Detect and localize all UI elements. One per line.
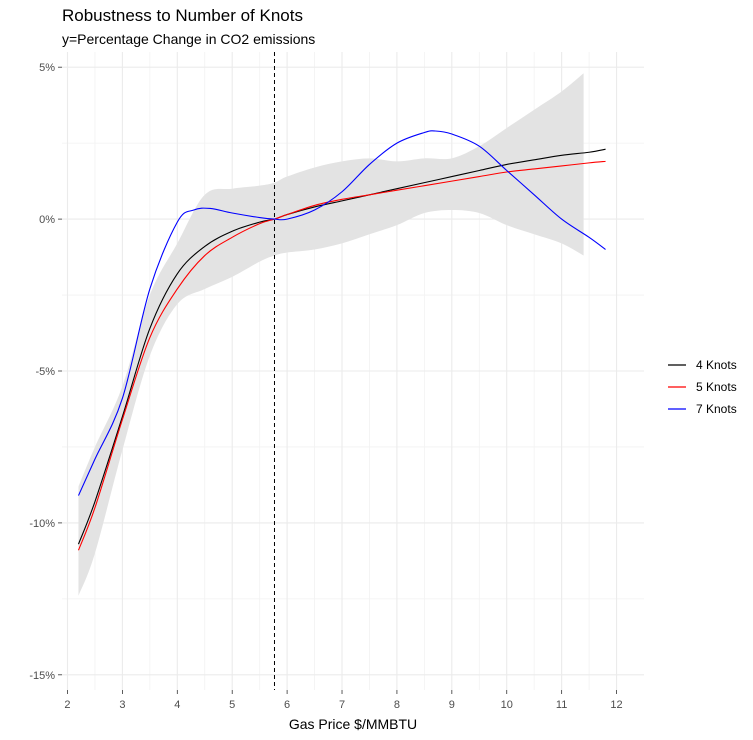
y-tick-label: -10% (29, 518, 55, 530)
y-axis-ticks: -15% -10% -5% 0% 5% (29, 62, 62, 682)
series-layer (77, 130, 606, 551)
chart-subtitle: y=Percentage Change in CO2 emissions (62, 31, 316, 47)
legend-label: 7 Knots (696, 402, 737, 416)
x-tick-label: 11 (556, 699, 567, 711)
x-tick-label: 4 (174, 699, 180, 711)
y-tick-label: 5% (39, 62, 55, 74)
series-line-5-knots (77, 160, 606, 551)
x-tick-label: 6 (284, 699, 290, 711)
x-tick-label: 2 (64, 699, 70, 711)
x-tick-label: 7 (339, 699, 345, 711)
legend-label: 4 Knots (696, 358, 737, 372)
chart-title: Robustness to Number of Knots (62, 6, 303, 25)
legend-label: 5 Knots (696, 380, 737, 394)
y-tick-label: 0% (39, 214, 55, 226)
x-tick-label: 9 (449, 699, 455, 711)
x-tick-label: 12 (610, 699, 622, 711)
x-axis-ticks: 2 3 4 5 6 7 8 9 10 11 12 (64, 690, 623, 711)
series-line-7-knots (77, 130, 606, 496)
x-tick-label: 8 (394, 699, 400, 711)
legend: 4 Knots 5 Knots 7 Knots (668, 358, 737, 416)
confidence-band (78, 73, 584, 596)
x-tick-label: 3 (119, 699, 125, 711)
x-axis-title: Gas Price $/MMBTU (289, 716, 417, 732)
x-tick-label: 10 (501, 699, 513, 711)
series-line-4-knots (77, 148, 606, 545)
y-tick-label: -15% (29, 670, 55, 682)
x-tick-label: 5 (229, 699, 235, 711)
y-tick-label: -5% (35, 366, 55, 378)
